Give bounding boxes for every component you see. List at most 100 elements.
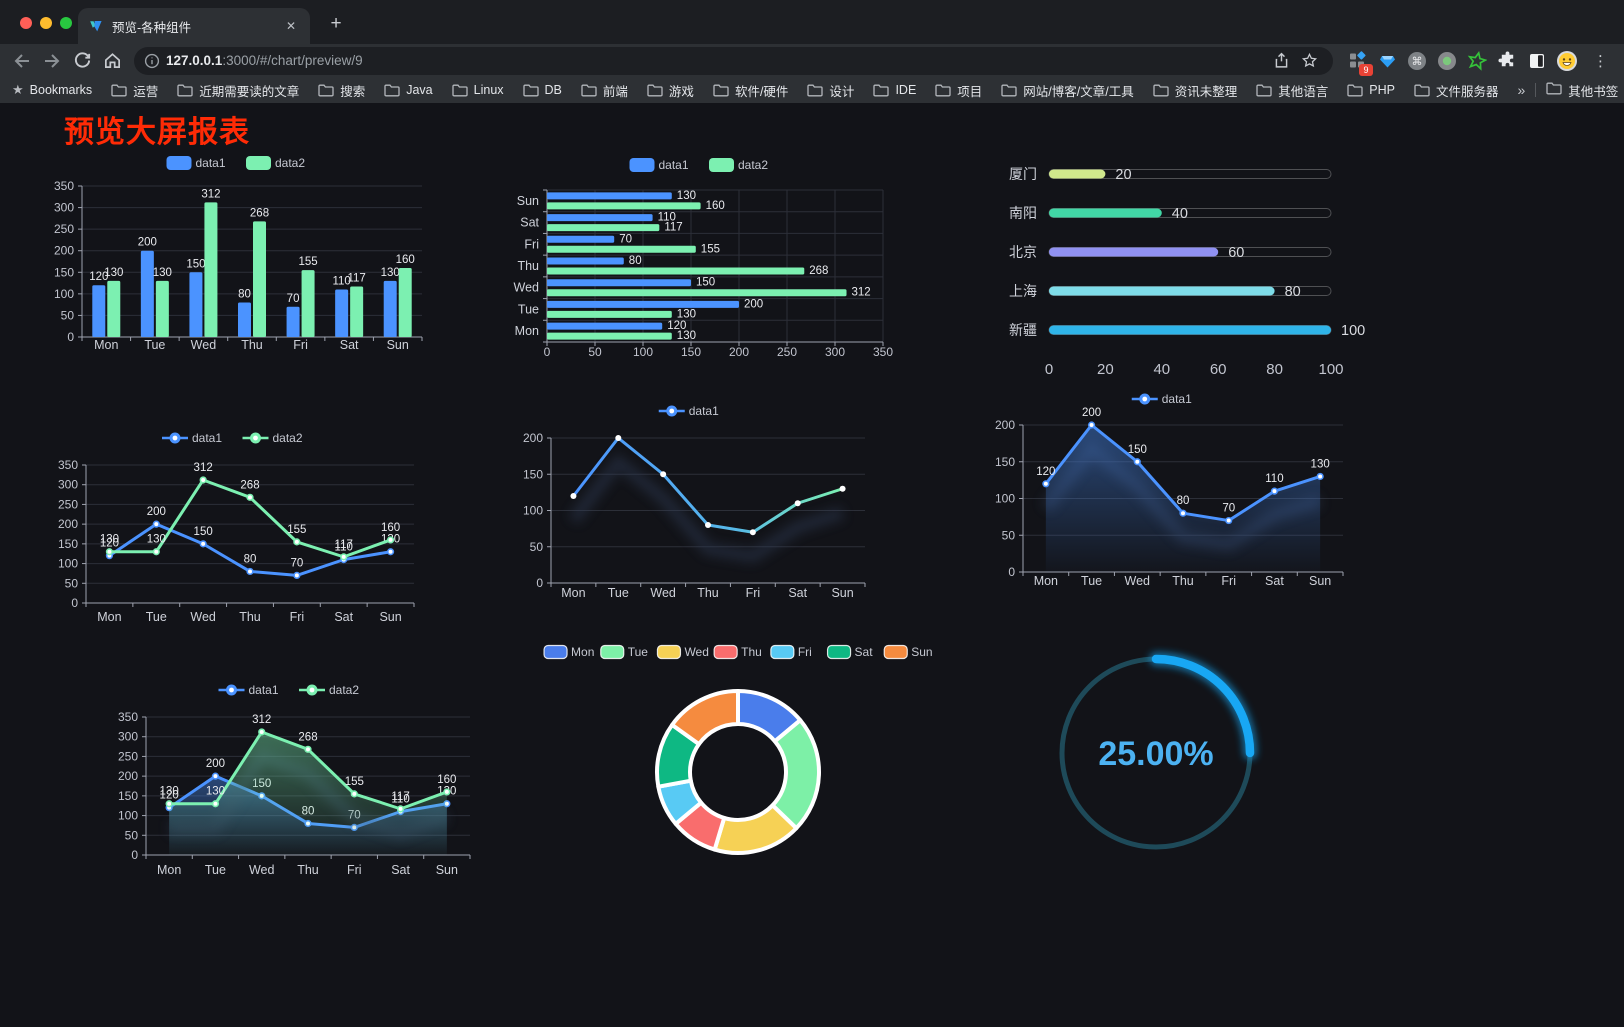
svg-text:70: 70 [290,557,303,569]
bookmark-folder[interactable]: 软件/硬件 [713,81,788,100]
chart-horizontal-bar[interactable]: data1 data2 0 50 100 150 200 250 300 350 Sun 130 160… [505,152,897,370]
bookmark-folder[interactable]: Java [384,83,433,97]
svg-text:130: 130 [677,330,696,342]
svg-text:0: 0 [1008,565,1015,579]
share-icon[interactable] [1267,47,1295,75]
svg-text:Fri: Fri [293,338,308,352]
extension-grid-icon[interactable]: 9 [1345,49,1373,76]
bookmark-folder[interactable]: 设计 [807,81,854,100]
svg-text:250: 250 [118,749,138,763]
svg-text:130: 130 [1311,458,1330,470]
bookmark-folder[interactable]: 文件服务器 [1414,81,1498,100]
chart-gauge[interactable]: 25.00% [1048,645,1266,863]
svg-text:200: 200 [54,244,74,258]
svg-text:Tue: Tue [205,863,226,877]
svg-text:120: 120 [89,271,108,283]
svg-text:Sat: Sat [340,338,359,352]
home-icon[interactable] [98,47,126,75]
chart-line-two-series[interactable]: data1 data2 0 50 100 150 200 250 300 350 Mon Tue Wed… [42,425,427,637]
svg-text:200: 200 [523,431,543,445]
chart-donut[interactable]: Mon Tue Wed Thu Fri Sat Sun [542,638,934,880]
back-icon[interactable] [8,47,36,75]
svg-text:Mon: Mon [571,645,594,659]
forward-icon[interactable] [38,47,66,75]
svg-text:117: 117 [335,539,353,551]
svg-text:150: 150 [696,277,715,289]
url-bar[interactable]: 127.0.0.1:3000/#/chart/preview/9 [134,46,1333,75]
svg-text:25.00%: 25.00% [1098,735,1213,773]
svg-text:150: 150 [54,265,74,279]
browser-menu-icon[interactable]: ⋮ [1593,52,1608,70]
svg-text:110: 110 [658,212,676,224]
svg-text:150: 150 [194,526,213,538]
chart-line-gradient[interactable]: data1 0 50 100 150 200 Mon Tue Wed Thu Fri Sat Sun [505,398,877,613]
svg-text:新疆: 新疆 [1009,322,1037,338]
svg-text:Fri: Fri [1221,574,1236,588]
svg-text:Fri: Fri [524,237,539,251]
extension-split-icon[interactable] [1525,49,1549,73]
svg-text:100: 100 [633,345,653,359]
extension-emoji-icon[interactable] [1555,49,1579,73]
chart-line-area[interactable]: data1 0 50 100 150 200 Mon Tue Wed Thu Fri Sat Sun 12… [975,386,1353,598]
site-info-icon[interactable] [144,53,160,69]
chart-progress-bars[interactable]: 厦门 20 南阳 40 北京 60 上海 80 新疆 100 0 20 40 60 80 100 [995,156,1375,386]
bookmark-folder[interactable]: 网站/博客/文章/工具 [1001,81,1134,100]
extension-recorder-icon[interactable] [1435,49,1459,73]
bookmark-folder[interactable]: 其他语言 [1256,81,1328,100]
svg-text:250: 250 [58,497,78,511]
svg-text:100: 100 [54,287,74,301]
folder-icon [873,84,890,96]
svg-text:data1: data1 [689,404,719,418]
svg-text:Sun: Sun [387,338,409,352]
bookmark-folder[interactable]: 搜索 [318,81,365,100]
bookmark-folder[interactable]: DB [522,83,562,97]
svg-text:150: 150 [186,258,205,270]
other-bookmarks-folder[interactable]: 其他书签 [1546,81,1618,100]
close-window-button[interactable] [20,17,32,29]
bookmarks-overflow-icon[interactable]: » [1517,82,1526,98]
bookmark-folder[interactable]: 资讯未整理 [1153,81,1237,100]
minimize-window-button[interactable] [40,17,52,29]
bookmark-folder[interactable]: 游戏 [647,81,694,100]
bookmark-folder[interactable]: 项目 [935,81,982,100]
browser-toolbar: 127.0.0.1:3000/#/chart/preview/9 9 ⌘ [0,44,1624,77]
svg-text:data1: data1 [1162,392,1192,406]
bookmark-folder[interactable]: 近期需要读的文章 [177,81,299,100]
divider [1535,83,1537,97]
tab-close-icon[interactable]: ✕ [285,19,296,33]
svg-text:Fri: Fri [290,610,305,624]
new-tab-button[interactable]: + [330,13,342,34]
svg-text:117: 117 [347,273,365,285]
svg-text:Mon: Mon [97,610,121,624]
svg-text:100: 100 [995,492,1015,506]
bookmark-folder[interactable]: 运营 [111,81,158,100]
extension-shortcut-icon[interactable]: ⌘ [1405,49,1429,73]
chart-line-area-two-series[interactable]: data1 data2 0 50 100 150 200 250 300 350 Mon Tue Wed… [100,677,482,889]
extension-gem-icon[interactable] [1375,49,1399,73]
maximize-window-button[interactable] [60,17,72,29]
svg-text:110: 110 [335,542,353,554]
svg-text:Wed: Wed [1125,574,1151,588]
bookmark-folder[interactable]: Linux [451,83,504,97]
svg-text:Wed: Wed [650,586,676,600]
bookmarks-manager-item[interactable]: ★ Bookmarks [12,82,93,97]
svg-text:160: 160 [437,774,456,786]
folder-icon [451,84,468,96]
svg-text:20: 20 [1115,167,1131,183]
folder-icon [807,84,824,96]
svg-text:Mon: Mon [157,863,181,877]
extension-star-icon[interactable] [1465,49,1489,73]
bookmark-folder[interactable]: 前端 [581,81,628,100]
folder-icon [1347,84,1363,96]
chart-grouped-bar[interactable]: data1 data2 0 50 100 150 200 250 300 350 Mon Tue Wed… [42,150,434,368]
bookmark-star-icon[interactable] [1295,47,1323,75]
svg-text:312: 312 [852,287,871,299]
extension-puzzle-icon[interactable] [1495,49,1519,73]
svg-text:200: 200 [1082,407,1101,419]
browser-tab[interactable]: 预览-各种组件 ✕ [78,8,310,44]
reload-icon[interactable] [68,47,96,75]
bookmark-folder[interactable]: PHP [1347,83,1395,97]
bookmark-folder[interactable]: IDE [873,83,916,97]
svg-text:20: 20 [1097,361,1114,378]
svg-text:Thu: Thu [241,338,263,352]
